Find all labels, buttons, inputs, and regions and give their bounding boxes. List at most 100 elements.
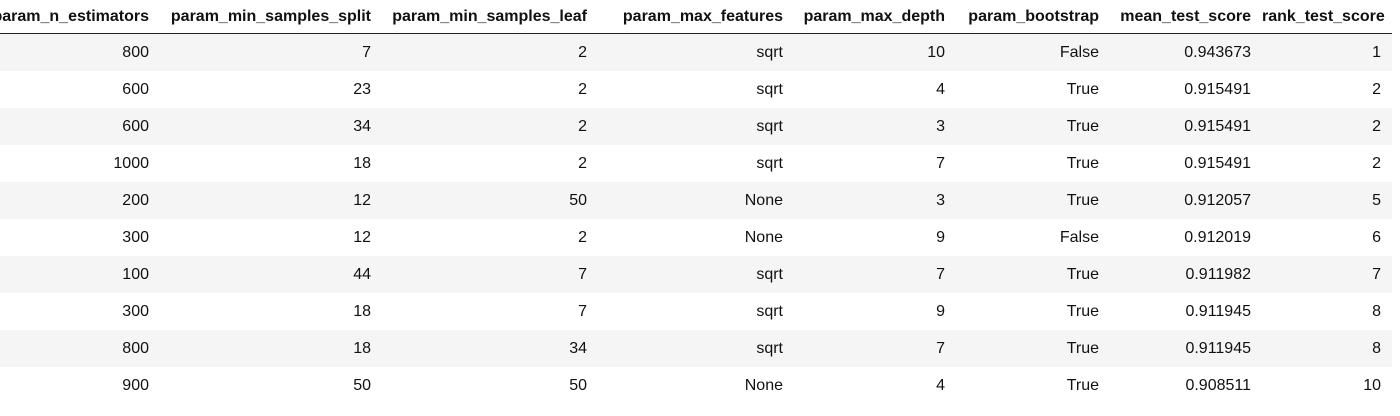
results-table: param_n_estimators param_min_samples_spl… xyxy=(0,0,1392,404)
table-cell: None xyxy=(598,219,794,256)
table-row: 200 12 50 None 3 True 0.912057 5 xyxy=(0,182,1392,219)
table-row: 800 18 34 sqrt 7 True 0.911945 8 xyxy=(0,330,1392,367)
table-cell: 0.915491 xyxy=(1110,71,1262,108)
table-cell: 3 xyxy=(794,108,956,145)
table-cell: 2 xyxy=(382,145,598,182)
column-header-min-samples-leaf: param_min_samples_leaf xyxy=(382,0,598,34)
column-header-n-estimators: param_n_estimators xyxy=(0,0,160,34)
table-cell: 2 xyxy=(382,71,598,108)
table-cell: True xyxy=(956,71,1110,108)
column-header-mean-test-score: mean_test_score xyxy=(1110,0,1262,34)
table-cell: 7 xyxy=(382,293,598,330)
table-cell: 300 xyxy=(0,293,160,330)
table-cell: 0.911982 xyxy=(1110,256,1262,293)
table-row: 1000 18 2 sqrt 7 True 0.915491 2 xyxy=(0,145,1392,182)
table-cell: 600 xyxy=(0,71,160,108)
table-cell: 0.908511 xyxy=(1110,367,1262,404)
table-cell: 18 xyxy=(160,293,382,330)
table-cell: 0.912057 xyxy=(1110,182,1262,219)
table-cell: 12 xyxy=(160,219,382,256)
table-cell: 23 xyxy=(160,71,382,108)
table-cell: 10 xyxy=(1262,367,1392,404)
table-cell: True xyxy=(956,256,1110,293)
table-cell: sqrt xyxy=(598,33,794,71)
table-row: 300 12 2 None 9 False 0.912019 6 xyxy=(0,219,1392,256)
table-cell: 300 xyxy=(0,219,160,256)
table-cell: 0.911945 xyxy=(1110,293,1262,330)
table-cell: 0.912019 xyxy=(1110,219,1262,256)
table-cell: True xyxy=(956,293,1110,330)
column-header-min-samples-split: param_min_samples_split xyxy=(160,0,382,34)
table-row: 600 34 2 sqrt 3 True 0.915491 2 xyxy=(0,108,1392,145)
table-cell: None xyxy=(598,367,794,404)
table-cell: sqrt xyxy=(598,108,794,145)
table-cell: 7 xyxy=(160,33,382,71)
table-cell: False xyxy=(956,219,1110,256)
table-cell: 7 xyxy=(794,330,956,367)
table-cell: 2 xyxy=(1262,71,1392,108)
table-cell: sqrt xyxy=(598,293,794,330)
table-cell: 34 xyxy=(160,108,382,145)
table-cell: 800 xyxy=(0,330,160,367)
table-row: 600 23 2 sqrt 4 True 0.915491 2 xyxy=(0,71,1392,108)
table-cell: 0.911945 xyxy=(1110,330,1262,367)
table-cell: 0.915491 xyxy=(1110,145,1262,182)
table-row: 100 44 7 sqrt 7 True 0.911982 7 xyxy=(0,256,1392,293)
table-cell: sqrt xyxy=(598,330,794,367)
table-cell: True xyxy=(956,108,1110,145)
table-cell: 100 xyxy=(0,256,160,293)
table-cell: 7 xyxy=(1262,256,1392,293)
table-cell: 900 xyxy=(0,367,160,404)
table-cell: 4 xyxy=(794,367,956,404)
table-cell: 200 xyxy=(0,182,160,219)
table-cell: 2 xyxy=(1262,145,1392,182)
table-cell: 10 xyxy=(794,33,956,71)
table-cell: 7 xyxy=(382,256,598,293)
table-cell: sqrt xyxy=(598,71,794,108)
column-header-max-depth: param_max_depth xyxy=(794,0,956,34)
table-cell: 12 xyxy=(160,182,382,219)
table-cell: 50 xyxy=(382,182,598,219)
table-cell: True xyxy=(956,330,1110,367)
table-cell: 0.915491 xyxy=(1110,108,1262,145)
table-cell: False xyxy=(956,33,1110,71)
table-row: 800 7 2 sqrt 10 False 0.943673 1 xyxy=(0,33,1392,71)
table-cell: 9 xyxy=(794,219,956,256)
column-header-max-features: param_max_features xyxy=(598,0,794,34)
table-cell: 5 xyxy=(1262,182,1392,219)
table-cell: sqrt xyxy=(598,145,794,182)
table-cell: 600 xyxy=(0,108,160,145)
table-cell: 9 xyxy=(794,293,956,330)
table-cell: 2 xyxy=(382,108,598,145)
column-header-rank-test-score: rank_test_score xyxy=(1262,0,1392,34)
table-cell: sqrt xyxy=(598,256,794,293)
table-cell: None xyxy=(598,182,794,219)
column-header-bootstrap: param_bootstrap xyxy=(956,0,1110,34)
table-cell: 2 xyxy=(1262,108,1392,145)
table-cell: True xyxy=(956,182,1110,219)
table-cell: True xyxy=(956,367,1110,404)
table-cell: 1 xyxy=(1262,33,1392,71)
table-cell: 7 xyxy=(794,145,956,182)
table-cell: 8 xyxy=(1262,330,1392,367)
table-cell: 50 xyxy=(382,367,598,404)
table-cell: 18 xyxy=(160,145,382,182)
table-row: 900 50 50 None 4 True 0.908511 10 xyxy=(0,367,1392,404)
table-cell: 2 xyxy=(382,219,598,256)
table-cell: 50 xyxy=(160,367,382,404)
table-cell: 2 xyxy=(382,33,598,71)
table-cell: 800 xyxy=(0,33,160,71)
table-cell: 1000 xyxy=(0,145,160,182)
header-row: param_n_estimators param_min_samples_spl… xyxy=(0,0,1392,34)
table-cell: 18 xyxy=(160,330,382,367)
table-cell: 8 xyxy=(1262,293,1392,330)
table-cell: 0.943673 xyxy=(1110,33,1262,71)
table-row: 300 18 7 sqrt 9 True 0.911945 8 xyxy=(0,293,1392,330)
table-cell: 4 xyxy=(794,71,956,108)
table-cell: True xyxy=(956,145,1110,182)
table-cell: 6 xyxy=(1262,219,1392,256)
table-cell: 34 xyxy=(382,330,598,367)
table-cell: 44 xyxy=(160,256,382,293)
table-cell: 3 xyxy=(794,182,956,219)
